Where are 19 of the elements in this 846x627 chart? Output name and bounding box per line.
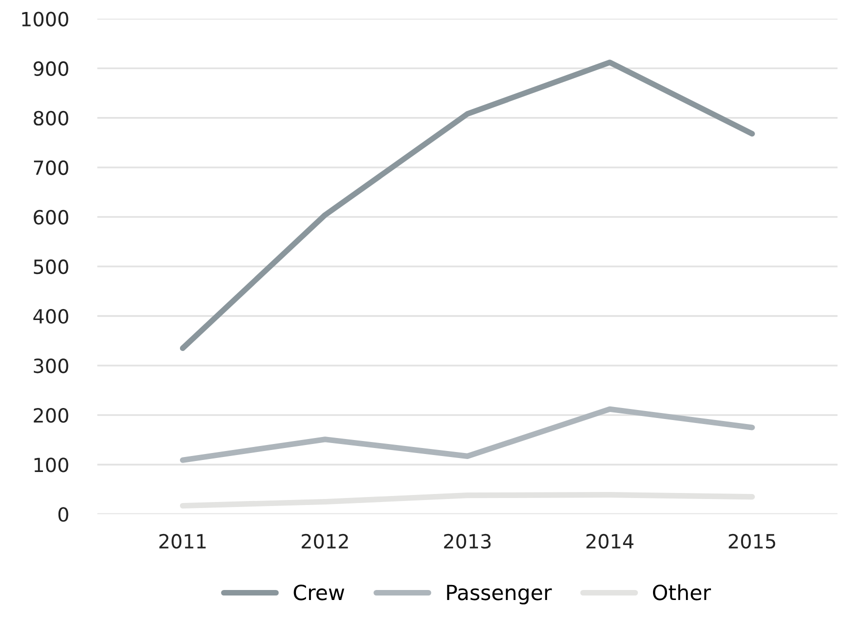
y-tick-label: 600 <box>34 210 68 225</box>
x-tick-label: 2015 <box>728 534 776 549</box>
y-tick-label: 900 <box>34 61 68 76</box>
y-tick-label: 700 <box>34 160 68 176</box>
y-tick-label: 500 <box>34 259 68 274</box>
x-tick-label: 2011 <box>159 534 206 549</box>
y-tick-label: 1000 <box>22 12 68 26</box>
legend-label: Crew <box>294 584 344 600</box>
y-tick-label: 0 <box>58 507 68 522</box>
legend-label: Other <box>652 584 711 600</box>
y-tick-label: 200 <box>34 408 68 423</box>
x-tick-label: 2012 <box>302 534 348 549</box>
legend-label: Passenger <box>447 584 552 604</box>
y-tick-label: 800 <box>34 110 68 126</box>
y-tick-label: 100 <box>34 458 68 472</box>
x-tick-label: 2013 <box>444 534 491 549</box>
x-tick-label: 2014 <box>586 534 634 549</box>
y-tick-label: 400 <box>33 308 68 324</box>
y-tick-label: 300 <box>34 358 68 374</box>
